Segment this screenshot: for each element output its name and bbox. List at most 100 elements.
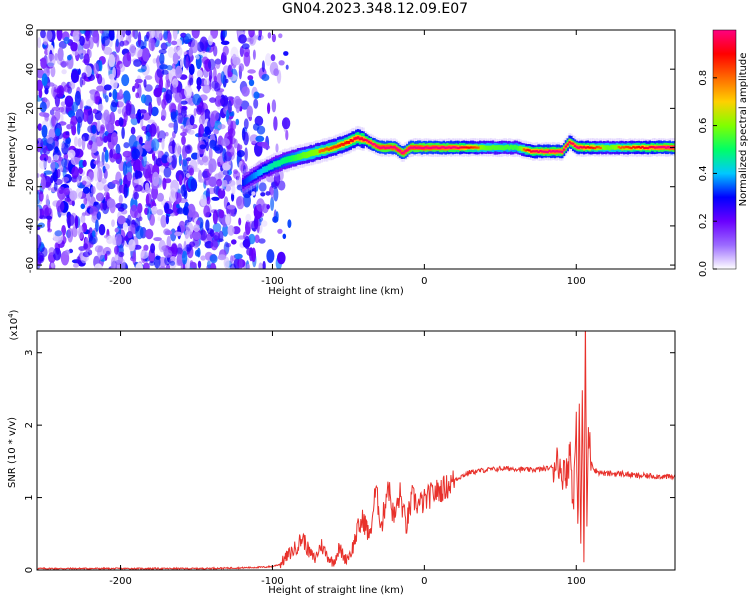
spectrogram-panel: -200 -100 0 100 60 40 20 0 -20 -40 -60 Height of … [7, 24, 676, 297]
noise-speckle [133, 191, 139, 200]
noise-speckle [40, 30, 46, 39]
noise-speckle [83, 43, 90, 49]
noise-speckle [195, 54, 200, 60]
noise-speckle [199, 144, 207, 150]
noise-speckle [157, 84, 162, 97]
noise-speckle [83, 53, 90, 66]
ridge-cell [251, 173, 254, 180]
noise-speckle [145, 182, 150, 191]
ridge-cell [606, 145, 609, 150]
ridge-cell [599, 146, 602, 150]
noise-speckle [209, 262, 217, 269]
noise-speckle [50, 262, 55, 268]
ridge-cell [464, 146, 467, 149]
ridge-cell [635, 146, 639, 149]
y-tick-label: -20 [25, 179, 36, 195]
noise-speckle [125, 102, 132, 116]
noise-speckle [43, 112, 50, 118]
ridge-cell [422, 147, 425, 150]
ridge-cell [265, 165, 269, 172]
noise-speckle [215, 58, 221, 70]
noise-speckle [200, 194, 207, 207]
noise-speckle [265, 191, 271, 196]
noise-speckle [157, 150, 162, 157]
noise-speckle [239, 46, 244, 57]
ridge-cell [346, 141, 349, 144]
ridge-cell [643, 147, 646, 150]
ridge-cell [637, 145, 640, 149]
noise-speckle [186, 124, 194, 129]
noise-speckle [197, 127, 201, 143]
ridge-cell [577, 146, 580, 149]
noise-speckle [246, 105, 253, 118]
noise-speckle [253, 98, 259, 109]
ridge-cell [537, 150, 540, 153]
ridge-cell [613, 145, 617, 150]
noise-speckle [161, 108, 167, 121]
noise-speckle [37, 123, 43, 131]
snr-frame [36, 330, 676, 571]
ridge-cell [459, 146, 462, 149]
noise-speckle [103, 84, 112, 91]
ridge-cell [437, 146, 440, 150]
noise-speckle [54, 146, 59, 154]
noise-speckle [217, 171, 224, 179]
noise-speckle [220, 71, 225, 84]
noise-speckle [82, 110, 89, 122]
noise-speckle [38, 88, 43, 99]
noise-speckle [70, 41, 78, 52]
noise-speckle [93, 166, 99, 182]
noise-speckle [230, 120, 237, 131]
ridge-cell [276, 160, 280, 167]
ridge-cell [404, 149, 407, 153]
noise-speckle [54, 230, 63, 237]
noise-speckle [160, 214, 167, 228]
noise-speckle [261, 141, 269, 149]
noise-speckle [142, 112, 151, 121]
noise-speckle [42, 97, 48, 103]
noise-speckle [249, 134, 259, 144]
ridge-cell [384, 146, 387, 150]
ridge-cell [581, 146, 584, 149]
noise-speckle [285, 129, 289, 141]
signal-ridge [242, 125, 675, 195]
ridge-cell [342, 143, 345, 146]
ridge-cell [617, 146, 620, 149]
ridge-cell [610, 144, 613, 150]
noise-speckle [41, 124, 48, 138]
y-tick-label: 1 [24, 494, 35, 500]
noise-speckle [122, 150, 132, 158]
ridge-cell [535, 150, 538, 153]
noise-speckle [106, 122, 115, 134]
noise-speckle [278, 60, 285, 66]
noise-speckle [38, 191, 44, 202]
ridge-cell [628, 146, 631, 149]
noise-speckle [287, 219, 292, 229]
noise-speckle [247, 69, 256, 74]
noise-speckle [273, 171, 281, 187]
noise-speckle [115, 171, 122, 186]
noise-speckle [64, 95, 74, 108]
noise-speckle [227, 118, 232, 126]
noise-speckle [37, 252, 45, 264]
noise-speckle [118, 194, 123, 204]
spectrogram-y-ticks: 60 40 20 0 -20 -40 -60 [25, 24, 675, 273]
ridge-cell [579, 146, 582, 149]
noise-speckle [81, 72, 87, 80]
noise-speckle [223, 256, 230, 269]
ridge-cell [555, 150, 558, 153]
noise-speckle [143, 39, 147, 49]
ridge-cell [254, 172, 258, 179]
ridge-cell [473, 146, 476, 149]
noise-speckle [133, 179, 142, 184]
noise-speckle [201, 56, 209, 65]
ridge-cell [351, 139, 354, 143]
noise-speckle [217, 188, 226, 199]
noise-speckle [248, 233, 256, 245]
ridge-cell [245, 177, 249, 184]
noise-speckle [164, 256, 171, 266]
ridge-cell [247, 176, 250, 183]
ridge-cell [449, 146, 453, 149]
noise-speckle [176, 38, 183, 48]
ridge-cell [455, 146, 458, 149]
